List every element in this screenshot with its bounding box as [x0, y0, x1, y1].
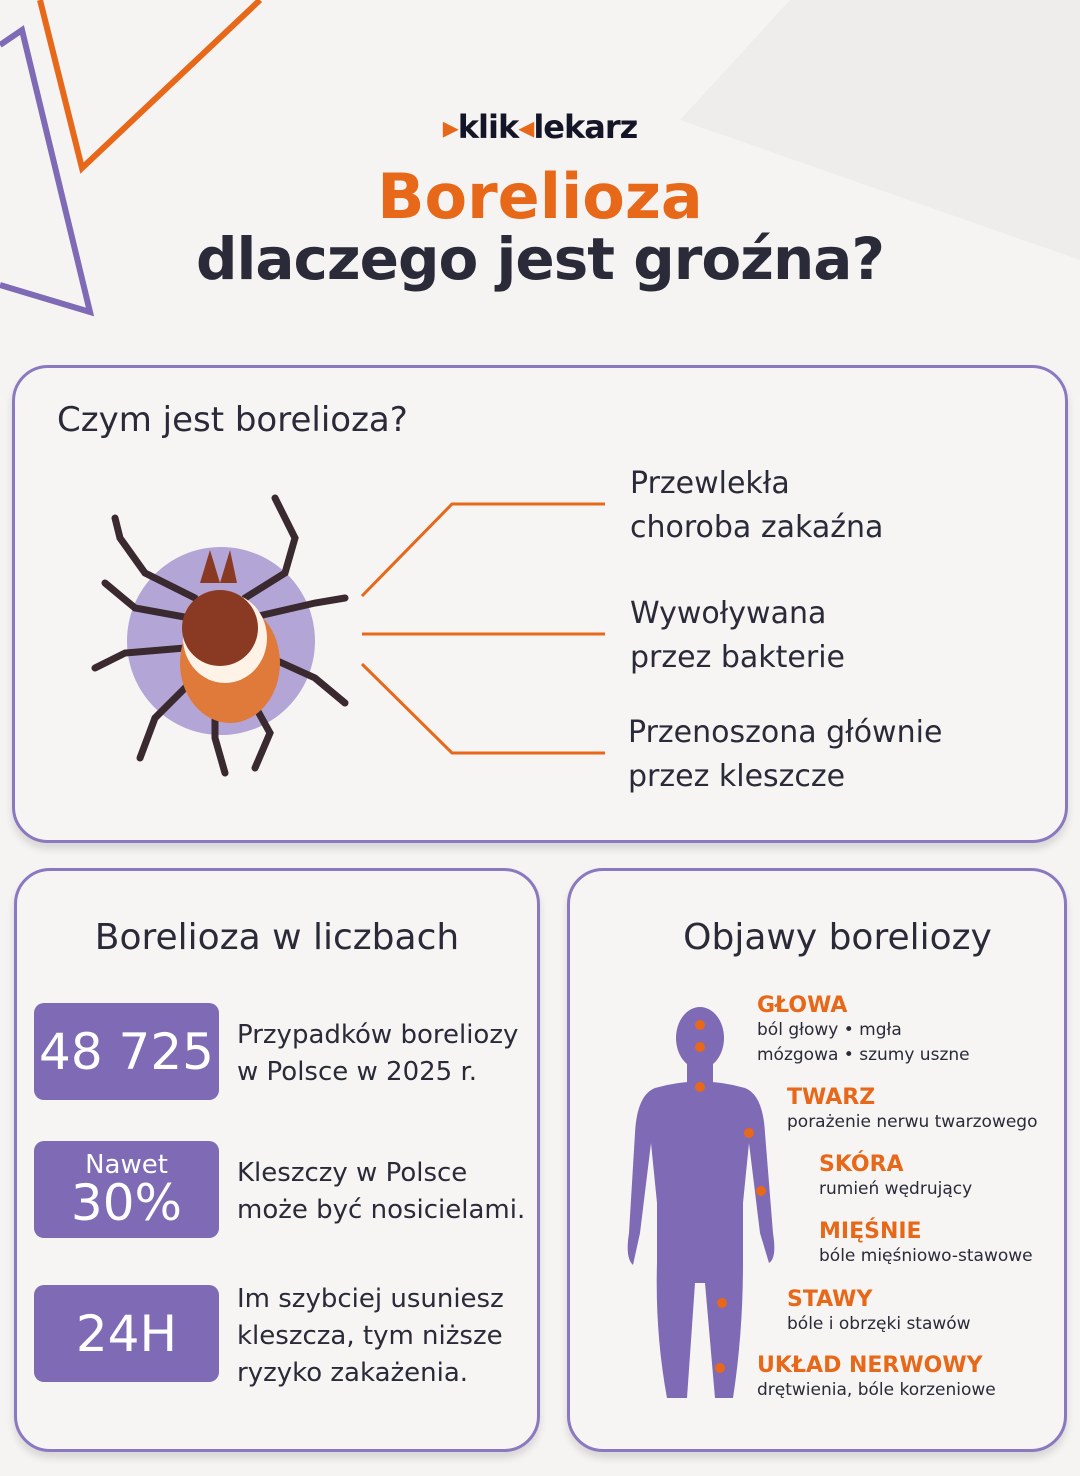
symptom-nervous: UKŁAD NERWOWY drętwienia, bóle korzeniowe	[757, 1353, 996, 1400]
symptom-muscles: MIĘŚNIE bóle mięśniowo-stawowe	[819, 1219, 1033, 1266]
what-heading: Czym jest borelioza?	[57, 400, 408, 440]
fact-3: Przenoszona głównie przez kleszcze	[628, 715, 943, 794]
tick-illustration	[91, 494, 349, 777]
stat-carriers: Nawet 30%	[34, 1141, 219, 1238]
symptoms-card: Objawy boreliozy GŁOWA ból głowy • mgła m…	[567, 868, 1067, 1452]
fact-1: Przewlekła choroba zakaźna	[630, 466, 884, 545]
stat-24h: 24H	[34, 1285, 219, 1382]
connector-lines	[360, 502, 605, 755]
body-silhouette	[627, 1007, 775, 1398]
symptom-joints: STAWY bóle i obrzęki stawów	[787, 1287, 971, 1334]
fact-2: Wywoływana przez bakterie	[630, 596, 846, 675]
stat-carriers-text: Kleszczy w Polsce może być nosicielami.	[237, 1158, 526, 1225]
stat-cases: 48 725	[34, 1003, 219, 1100]
what-is-card: Czym jest borelioza? Przewlekła choroba …	[12, 365, 1068, 843]
symptom-skin: SKÓRA rumień wędrujący	[819, 1152, 973, 1199]
decorative-lines	[0, 0, 1080, 317]
symptoms-heading: Objawy boreliozy	[683, 917, 992, 958]
numbers-card: Borelioza w liczbach 48 725 Przypadków b…	[14, 868, 540, 1452]
numbers-heading: Borelioza w liczbach	[94, 917, 460, 958]
page-subtitle: dlaczego jest groźna?	[195, 225, 885, 293]
stat-24h-text: Im szybciej usuniesz kleszcza, tym niższ…	[237, 1284, 504, 1388]
page-title: Borelioza	[377, 160, 703, 233]
logo: ▸klik◂lekarz	[442, 108, 639, 146]
stat-cases-text: Przypadków boreliozy w Polsce w 2025 r.	[237, 1020, 519, 1087]
symptom-face: TWARZ porażenie nerwu twarzowego	[787, 1085, 1038, 1132]
symptom-head: GŁOWA ból głowy • mgła mózgowa • szumy us…	[757, 993, 970, 1065]
